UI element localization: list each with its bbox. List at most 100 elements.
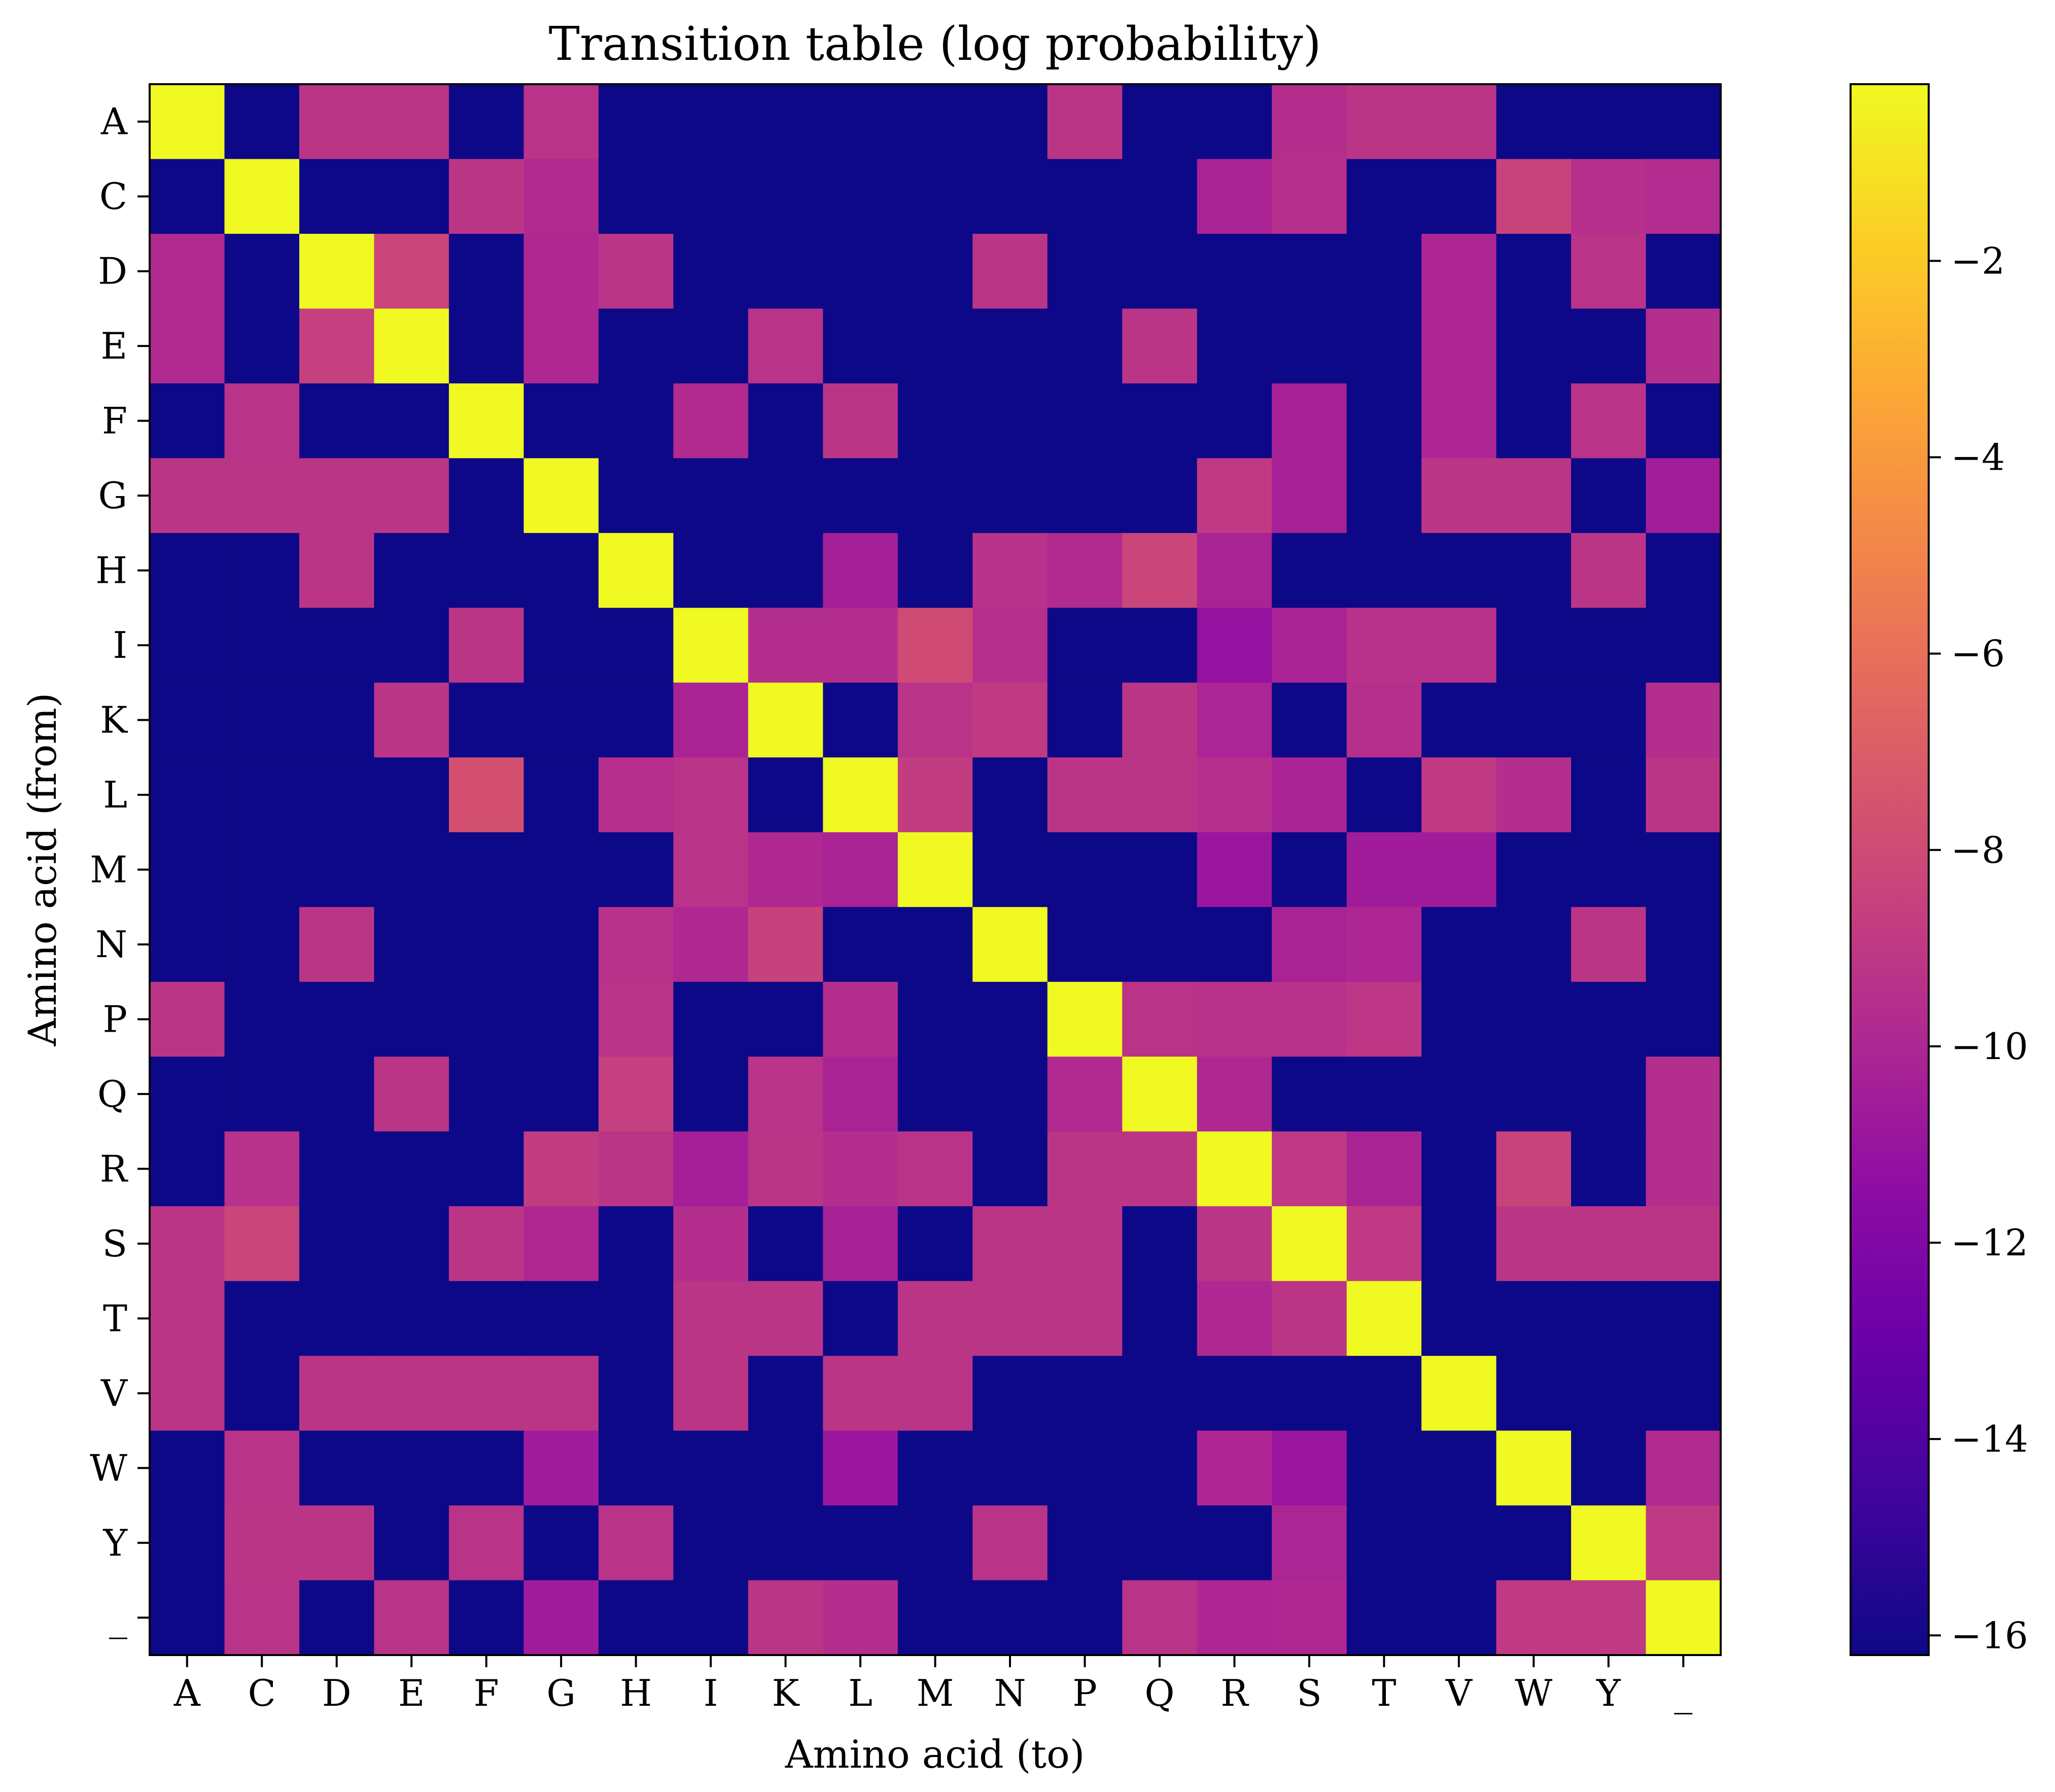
heatmap-cell-N-L (823, 907, 898, 982)
heatmap-cell-T-M (897, 1281, 973, 1356)
heatmap-cell-V-Q (1122, 1356, 1198, 1431)
heatmap-cell-M-H (598, 832, 674, 907)
heatmap-cell-P-K (748, 981, 823, 1057)
y-tick-label: K (100, 699, 128, 742)
heatmap-cell-W-F (448, 1430, 524, 1506)
x-tick-label: M (917, 1672, 954, 1714)
heatmap-cell-P-C (224, 981, 300, 1057)
heatmap-cell-L-A (150, 757, 225, 833)
heatmap-cell-D-Q (1122, 233, 1198, 309)
heatmap-cell-I-T (1346, 608, 1422, 683)
heatmap-cell-R-T (1346, 1131, 1422, 1207)
heatmap-cell-C-A (150, 159, 225, 234)
heatmap-cell-_-T (1346, 1580, 1422, 1656)
heatmap-cell-L-S (1272, 757, 1347, 833)
heatmap-cell-T-P (1047, 1281, 1123, 1356)
heatmap-cell-L-E (374, 757, 449, 833)
heatmap-cell-M-L (823, 832, 898, 907)
y-tick-label: D (98, 250, 127, 293)
heatmap-cell-K-Y (1571, 682, 1647, 758)
heatmap-cell-D-E (374, 233, 449, 309)
heatmap-cell-W-V (1421, 1430, 1497, 1506)
heatmap-cell-I-L (823, 608, 898, 683)
heatmap-cell-D-S (1272, 233, 1347, 309)
heatmap-cell-A-I (673, 84, 749, 160)
heatmap-cell-I-K (748, 608, 823, 683)
x-tick-label: G (546, 1672, 576, 1714)
colorbar-tick-label: −10 (1951, 1025, 2028, 1068)
heatmap-cell-A-_ (1646, 84, 1721, 160)
heatmap-cell-N-E (374, 907, 449, 982)
heatmap-cell-N-M (897, 907, 973, 982)
heatmap-cell-D-T (1346, 233, 1422, 309)
heatmap-cell-Y-S (1272, 1505, 1347, 1581)
heatmap-cell-V-C (224, 1356, 300, 1431)
heatmap-cell-F-Y (1571, 383, 1647, 459)
heatmap-cell-V-L (823, 1356, 898, 1431)
heatmap-cell-D-H (598, 233, 674, 309)
heatmap-cell-L-V (1421, 757, 1497, 833)
heatmap-cell-D-K (748, 233, 823, 309)
heatmap-cell-I-A (150, 608, 225, 683)
heatmap-cell-V-_ (1646, 1356, 1721, 1431)
heatmap-cell-V-V (1421, 1356, 1497, 1431)
heatmap-cell-C-T (1346, 159, 1422, 234)
heatmap-cell-R-A (150, 1131, 225, 1207)
heatmap-cell-V-I (673, 1356, 749, 1431)
heatmap-cell-H-R (1197, 533, 1272, 608)
x-tick-label: R (1221, 1672, 1249, 1714)
heatmap-cell-W-A (150, 1430, 225, 1506)
y-tick-label: T (103, 1297, 127, 1340)
heatmap-cell-M-I (673, 832, 749, 907)
heatmap-cell-G-Y (1571, 458, 1647, 534)
heatmap-cell-R-D (299, 1131, 375, 1207)
heatmap-cell-N-F (448, 907, 524, 982)
heatmap-cell-M-N (972, 832, 1048, 907)
heatmap-cell-H-A (150, 533, 225, 608)
heatmap-cell-N-I (673, 907, 749, 982)
heatmap-cell-Y-W (1496, 1505, 1572, 1581)
heatmap-cell-_-F (448, 1580, 524, 1656)
heatmap-cell-K-_ (1646, 682, 1721, 758)
heatmap-cell-G-T (1346, 458, 1422, 534)
heatmap-cell-M-D (299, 832, 375, 907)
heatmap-cell-R-I (673, 1131, 749, 1207)
heatmap-cell-I-M (897, 608, 973, 683)
heatmap-cell-R-S (1272, 1131, 1347, 1207)
heatmap-cell-C-_ (1646, 159, 1721, 234)
heatmap-cell-W-Q (1122, 1430, 1198, 1506)
heatmap-cell-S-C (224, 1206, 300, 1282)
y-tick-label: M (90, 849, 127, 891)
heatmap-cell-E-D (299, 308, 375, 384)
heatmap-cell-T-S (1272, 1281, 1347, 1356)
heatmap-cell-L-P (1047, 757, 1123, 833)
heatmap-cell-E-M (897, 308, 973, 384)
heatmap-cell-A-C (224, 84, 300, 160)
heatmap-cell-S-L (823, 1206, 898, 1282)
colorbar-tick-label: −2 (1951, 239, 2005, 282)
heatmap-cell-Q-P (1047, 1057, 1123, 1132)
heatmap-cell-G-R (1197, 458, 1272, 534)
heatmap-cell-_-W (1496, 1580, 1572, 1656)
heatmap-cell-S-A (150, 1206, 225, 1282)
heatmap-cell-A-Y (1571, 84, 1647, 160)
x-tick-label: N (994, 1672, 1026, 1714)
heatmap-cell-R-W (1496, 1131, 1572, 1207)
heatmap-cell-T-_ (1646, 1281, 1721, 1356)
heatmap-cell-I-S (1272, 608, 1347, 683)
heatmap-cell-C-N (972, 159, 1048, 234)
heatmap-cell-_-R (1197, 1580, 1272, 1656)
heatmap-cell-Y-N (972, 1505, 1048, 1581)
heatmap-cell-I-G (524, 608, 599, 683)
heatmap-cell-V-Y (1571, 1356, 1647, 1431)
heatmap-cell-H-P (1047, 533, 1123, 608)
heatmap-cell-L-G (524, 757, 599, 833)
heatmap-cell-G-W (1496, 458, 1572, 534)
heatmap-cell-_-Q (1122, 1580, 1198, 1656)
heatmap-cell-F-S (1272, 383, 1347, 459)
heatmap-cell-W-M (897, 1430, 973, 1506)
heatmap-cell-P-L (823, 981, 898, 1057)
heatmap-cell-I-P (1047, 608, 1123, 683)
heatmap-cell-H-N (972, 533, 1048, 608)
heatmap-cell-K-V (1421, 682, 1497, 758)
